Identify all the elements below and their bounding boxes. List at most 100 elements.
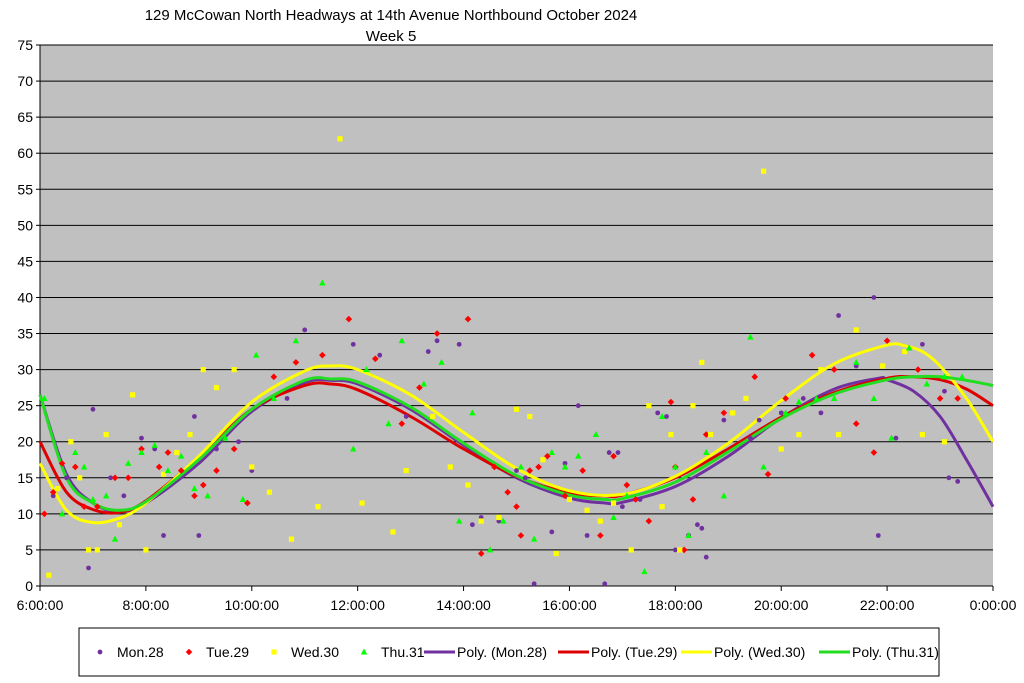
y-tick-label: 60 bbox=[17, 145, 33, 161]
data-point-series-3 bbox=[403, 467, 409, 474]
data-point-series-3 bbox=[200, 367, 206, 373]
data-point-series-1 bbox=[403, 414, 409, 419]
data-point-series-4 bbox=[813, 394, 820, 401]
data-point-series-3 bbox=[597, 518, 603, 524]
data-point-series-1 bbox=[434, 338, 440, 344]
data-point-series-3 bbox=[540, 457, 546, 463]
data-point-series-1 bbox=[121, 493, 127, 499]
data-point-series-1 bbox=[196, 533, 202, 538]
data-point-series-1 bbox=[836, 313, 841, 318]
data-point-series-2 bbox=[213, 467, 220, 474]
data-point-series-2 bbox=[230, 445, 238, 453]
legend-marker bbox=[97, 649, 103, 655]
data-point-series-1 bbox=[575, 403, 581, 409]
y-tick-label: 45 bbox=[17, 253, 33, 269]
data-point-series-4 bbox=[853, 358, 860, 365]
data-point-series-3 bbox=[853, 327, 859, 333]
data-point-series-1 bbox=[50, 493, 56, 499]
data-point-series-4 bbox=[72, 449, 79, 456]
data-point-series-4 bbox=[623, 492, 631, 499]
legend-marker bbox=[360, 648, 368, 655]
data-point-series-2 bbox=[477, 550, 485, 557]
data-point-series-1 bbox=[920, 341, 925, 347]
data-point-series-4 bbox=[111, 535, 119, 542]
legend-marker bbox=[185, 648, 193, 656]
y-tick-label: 40 bbox=[17, 289, 33, 305]
legend-label: Mon.28 bbox=[117, 644, 164, 660]
data-point-series-3 bbox=[610, 500, 617, 506]
data-point-series-4 bbox=[204, 492, 211, 499]
data-point-series-3 bbox=[160, 471, 167, 477]
data-point-series-1 bbox=[602, 581, 608, 587]
data-point-series-2 bbox=[191, 492, 198, 500]
data-point-series-1 bbox=[942, 388, 947, 394]
data-point-series-1 bbox=[756, 417, 762, 423]
data-point-series-4 bbox=[164, 467, 172, 474]
data-point-series-3 bbox=[85, 547, 92, 553]
data-point-series-3 bbox=[249, 464, 255, 470]
data-point-series-4 bbox=[795, 398, 803, 405]
data-point-series-4 bbox=[292, 337, 300, 344]
data-point-series-1 bbox=[619, 504, 625, 510]
data-point-series-1 bbox=[606, 450, 612, 455]
data-point-series-1 bbox=[871, 295, 877, 300]
data-point-series-4 bbox=[760, 463, 767, 470]
data-point-series-1 bbox=[161, 533, 166, 538]
x-tick-label: 14:00:00 bbox=[436, 597, 491, 613]
data-point-series-4 bbox=[486, 546, 494, 553]
data-point-series-4 bbox=[548, 449, 555, 456]
data-point-series-2 bbox=[782, 395, 789, 402]
data-point-series-1 bbox=[108, 475, 113, 481]
data-point-series-1 bbox=[655, 410, 661, 416]
data-point-series-3 bbox=[496, 514, 502, 521]
data-point-series-2 bbox=[954, 395, 962, 402]
data-point-series-4 bbox=[222, 434, 229, 441]
data-point-series-2 bbox=[526, 467, 534, 474]
data-point-series-4 bbox=[905, 344, 913, 351]
data-point-series-1 bbox=[747, 435, 753, 441]
y-axis: 0 5 10 15 20 25 30 35 40 45 50 55 60 65 70 75 bbox=[17, 37, 41, 594]
data-point-series-3 bbox=[288, 536, 295, 542]
data-point-series-4 bbox=[58, 510, 66, 517]
data-point-series-3 bbox=[730, 410, 736, 416]
data-point-series-3 bbox=[659, 504, 665, 510]
data-point-series-1 bbox=[615, 450, 621, 455]
data-point-series-4 bbox=[239, 495, 247, 502]
data-point-series-3 bbox=[880, 363, 886, 369]
data-point-series-2 bbox=[398, 420, 406, 427]
data-point-series-2 bbox=[80, 503, 88, 510]
data-point-series-3 bbox=[337, 136, 343, 142]
legend-box bbox=[78, 627, 940, 677]
data-point-series-1 bbox=[637, 497, 643, 502]
data-point-series-3 bbox=[174, 449, 180, 456]
data-point-series-3 bbox=[778, 446, 784, 452]
y-tick-label: 15 bbox=[17, 470, 33, 486]
data-point-series-1 bbox=[86, 565, 91, 571]
data-point-series-1 bbox=[302, 327, 308, 333]
data-point-series-1 bbox=[699, 525, 705, 531]
data-point-series-3 bbox=[760, 168, 767, 174]
data-point-series-4 bbox=[870, 394, 878, 401]
data-point-series-1 bbox=[139, 435, 144, 441]
data-point-series-1 bbox=[694, 522, 700, 528]
legend: Mon.28 Tue.29 Wed.30 Thu.31 Poly. (Mon.28) Po… bbox=[78, 627, 940, 677]
y-tick-label: 50 bbox=[17, 217, 33, 233]
data-point-series-4 bbox=[270, 394, 278, 401]
data-point-series-2 bbox=[751, 373, 759, 381]
y-tick-label: 30 bbox=[17, 362, 33, 378]
trendline-4 bbox=[38, 374, 994, 512]
data-point-series-3 bbox=[628, 547, 634, 553]
data-point-series-2 bbox=[914, 366, 922, 373]
x-tick-label: 22:00:00 bbox=[860, 597, 915, 613]
y-tick-label: 5 bbox=[25, 542, 33, 558]
data-point-series-3 bbox=[699, 359, 705, 365]
chart-subtitle: Week 5 bbox=[366, 28, 417, 45]
data-point-series-1 bbox=[778, 410, 784, 416]
data-point-series-3 bbox=[941, 439, 948, 445]
grid bbox=[40, 44, 993, 587]
data-point-series-1 bbox=[875, 533, 881, 538]
data-point-series-2 bbox=[689, 496, 697, 503]
data-point-series-4 bbox=[888, 434, 895, 441]
data-point-series-2 bbox=[808, 351, 816, 359]
